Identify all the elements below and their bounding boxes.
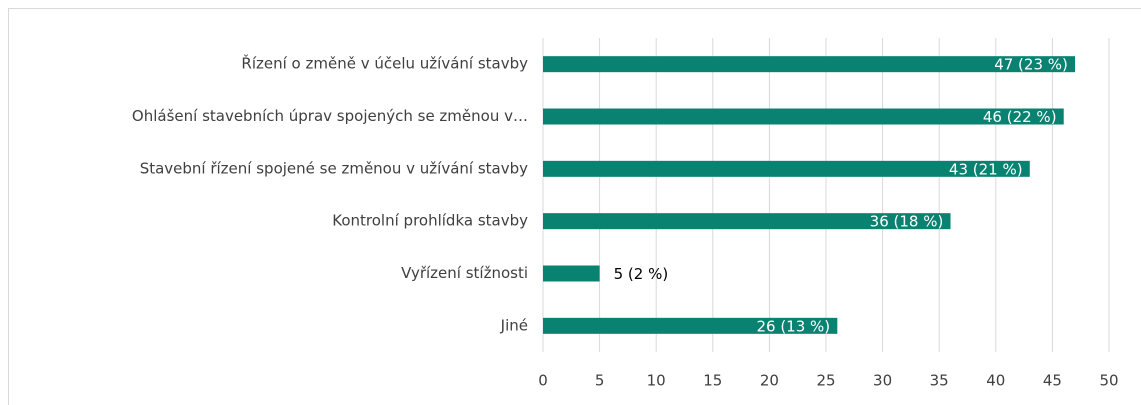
- bar: [543, 56, 1076, 73]
- x-tick-label: 25: [816, 372, 835, 390]
- x-tick-label: 35: [930, 372, 949, 390]
- data-label: 26 (13 %): [756, 317, 830, 335]
- data-label: 36 (18 %): [870, 213, 944, 231]
- bar: [543, 108, 1064, 125]
- chart-frame: [8, 8, 1141, 405]
- y-tick-label: Vyřízení stížnosti: [401, 264, 528, 282]
- data-label: 47 (23 %): [994, 56, 1068, 74]
- y-tick-label: Stavební řízení spojené se změnou v užív…: [140, 159, 528, 177]
- x-tick-label: 5: [595, 372, 605, 390]
- bar: [543, 265, 600, 282]
- x-tick-label: 30: [873, 372, 892, 390]
- bar: [543, 317, 838, 334]
- x-tick-label: 45: [1043, 372, 1062, 390]
- x-tick-label: 50: [1099, 372, 1118, 390]
- data-label: 46 (22 %): [983, 108, 1057, 126]
- x-tick-label: 0: [538, 372, 548, 390]
- data-label: 5 (2 %): [614, 265, 669, 283]
- bar: [543, 213, 951, 230]
- x-tick-label: 40: [986, 372, 1005, 390]
- y-tick-label: Jiné: [500, 316, 528, 334]
- x-tick-label: 20: [760, 372, 779, 390]
- y-tick-label: Kontrolní prohlídka stavby: [332, 212, 528, 230]
- x-tick-label: 10: [647, 372, 666, 390]
- bar: [543, 160, 1030, 177]
- y-tick-label: Řízení o změně v účelu užívání stavby: [241, 54, 528, 73]
- data-label: 43 (21 %): [949, 160, 1023, 178]
- x-tick-label: 15: [703, 372, 722, 390]
- y-tick-label: Ohlášení stavebních úprav spojených se z…: [132, 107, 528, 125]
